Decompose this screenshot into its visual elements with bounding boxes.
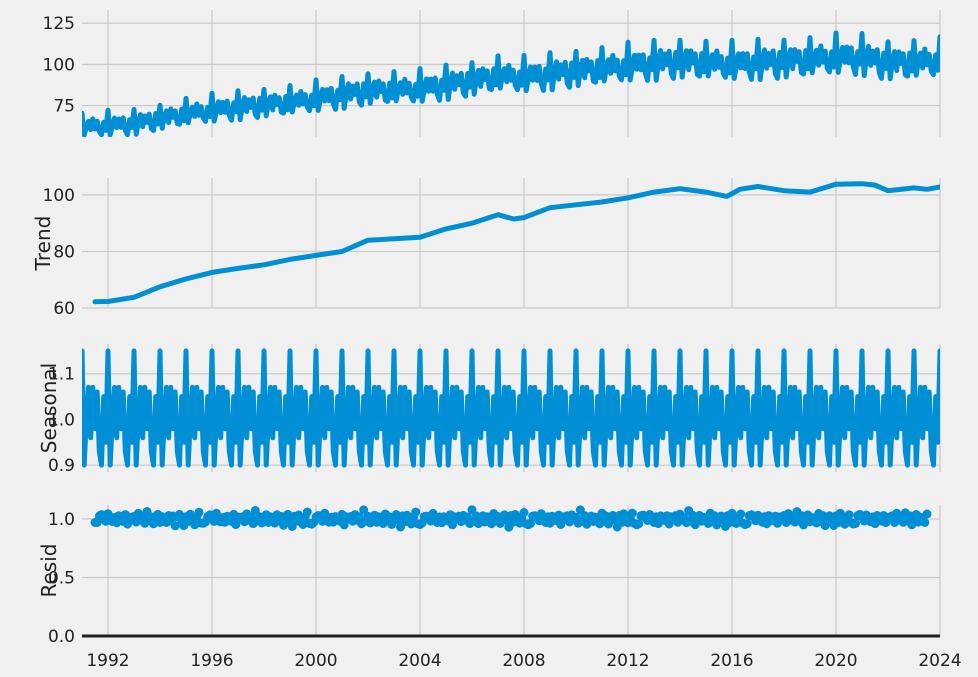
resid-point [302,507,312,517]
ytick-label-observed: 75 [53,97,75,117]
resid-point [170,521,180,531]
resid-point [519,508,529,517]
xtick-label: 1996 [190,651,233,671]
ytick-label-trend: 80 [53,242,75,262]
xtick-label: 2008 [502,651,545,671]
ytick-label-seasonal: 0.9 [48,456,75,476]
xtick-label: 2012 [606,651,649,671]
panel-resid: 0.0 0.5 1.0 Resid [37,505,941,647]
xtick-label: 2016 [710,651,753,671]
resid-point [736,509,746,519]
ytick-label-trend: 100 [43,186,75,206]
panel-trend: 60 80 100 Trend [31,178,941,319]
resid-point [920,518,930,527]
resid-point [820,521,830,531]
resid-point [411,507,421,517]
ylabel-seasonal: Seasonal [37,363,61,453]
ytick-label-resid: 1.0 [48,510,75,530]
resid-point [387,519,397,529]
resid-point [526,518,535,528]
ytick-label-trend: 60 [53,299,75,319]
resid-point [354,512,364,522]
resid-point [742,519,752,529]
xtick-label: 2024 [918,651,961,671]
series-line-seasonal [82,348,940,468]
ytick-label-seasonal: 1.1 [48,365,75,385]
ylabel-trend: Trend [31,216,55,272]
ytick-label-resid: 0.5 [48,569,75,589]
ytick-label-observed: 100 [43,55,75,75]
resid-point [634,519,644,529]
resid-point [279,520,288,530]
ytick-label-observed: 125 [43,14,75,34]
xtick-label: 2000 [294,651,337,671]
resid-point [851,519,860,528]
xtick-label: 2020 [814,651,857,671]
series-line-observed [82,30,940,137]
resid-point [194,507,204,517]
resid-point [712,520,722,530]
resid-point [627,508,637,518]
resid-point [922,509,932,519]
resid-point [406,519,416,529]
resid-point [359,505,369,515]
ytick-label-resid: 0.0 [48,627,75,647]
ylabel-resid: Resid [37,544,61,598]
series-line-trend [92,181,940,305]
resid-point [844,510,854,520]
ytick-label-seasonal: 1.0 [48,410,75,430]
xtick-label: 1992 [86,651,129,671]
panel-observed: 75 100 125 [43,10,941,137]
xtick-label: 2004 [398,651,441,671]
